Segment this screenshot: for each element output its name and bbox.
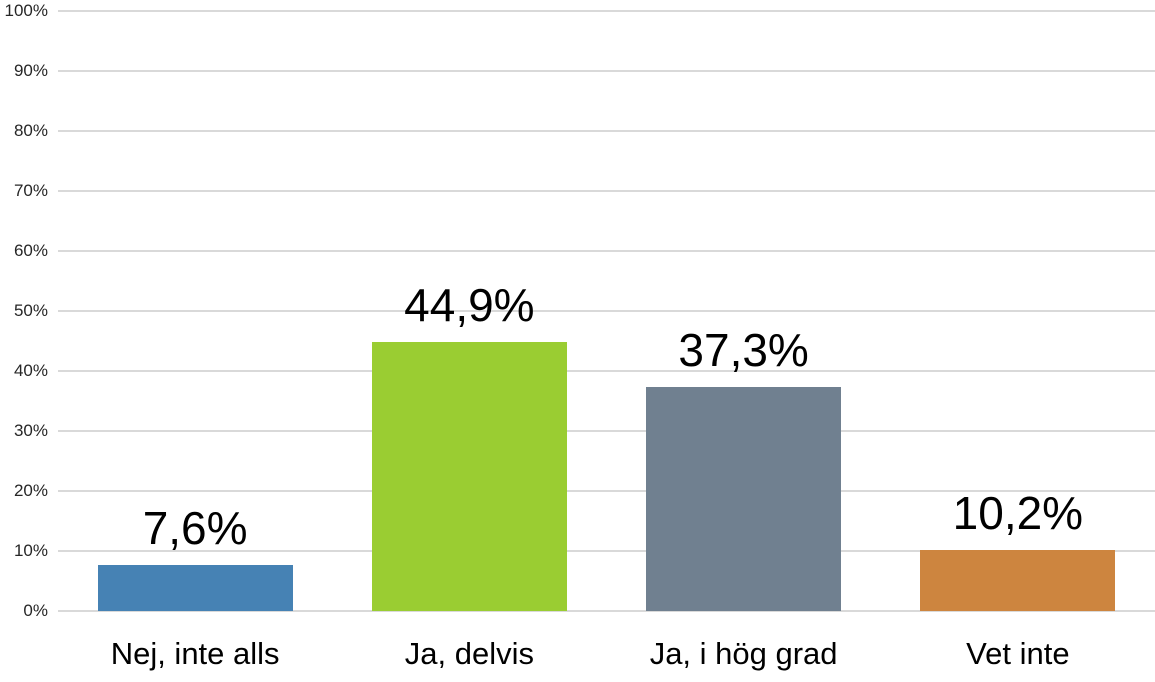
gridline bbox=[58, 610, 1155, 612]
gridline bbox=[58, 70, 1155, 72]
gridline bbox=[58, 490, 1155, 492]
y-axis-tick-label: 60% bbox=[13, 241, 48, 260]
gridline bbox=[58, 190, 1155, 192]
y-axis: 0% 10% 20% 30% 40% 50% 60% 70% 80% 90% 100% bbox=[0, 1, 48, 620]
bar-value-label: 37,3% bbox=[678, 324, 809, 377]
x-axis-category-label: Nej, inte alls bbox=[110, 636, 280, 671]
y-axis-tick-label: 0% bbox=[23, 601, 48, 620]
gridline bbox=[58, 250, 1155, 252]
gridline bbox=[58, 130, 1155, 132]
x-axis-category-label: Vet inte bbox=[966, 636, 1070, 671]
x-axis-category-label: Ja, i hög grad bbox=[649, 636, 838, 671]
gridline bbox=[58, 430, 1155, 432]
y-axis-tick-label: 40% bbox=[13, 361, 48, 380]
bar bbox=[920, 549, 1116, 611]
bar bbox=[97, 565, 293, 611]
bar-value-label: 44,9% bbox=[404, 278, 535, 331]
plot-area: 7,6% 44,9% 37,3% 10,2% bbox=[58, 10, 1155, 612]
gridline bbox=[58, 10, 1155, 12]
bar bbox=[646, 387, 842, 611]
y-axis-tick-label: 30% bbox=[13, 421, 48, 440]
y-axis-tick-label: 20% bbox=[13, 481, 48, 500]
bar-value-label: 7,6% bbox=[142, 502, 248, 555]
bar-value-label: 10,2% bbox=[952, 486, 1084, 539]
y-axis-tick-label: 80% bbox=[13, 121, 48, 140]
x-axis: Nej, inte alls Ja, delvis Ja, i hög grad Ve… bbox=[58, 630, 1155, 678]
x-axis-category-label: Ja, delvis bbox=[404, 636, 534, 671]
gridline bbox=[58, 370, 1155, 372]
gridline bbox=[58, 310, 1155, 312]
gridline bbox=[58, 550, 1155, 552]
bar bbox=[371, 341, 567, 611]
y-axis-tick-label: 100% bbox=[4, 1, 48, 20]
y-axis-tick-label: 50% bbox=[13, 301, 48, 320]
y-axis-tick-label: 10% bbox=[13, 541, 48, 560]
y-axis-tick-label: 70% bbox=[13, 181, 48, 200]
y-axis-tick-label: 90% bbox=[13, 61, 48, 80]
